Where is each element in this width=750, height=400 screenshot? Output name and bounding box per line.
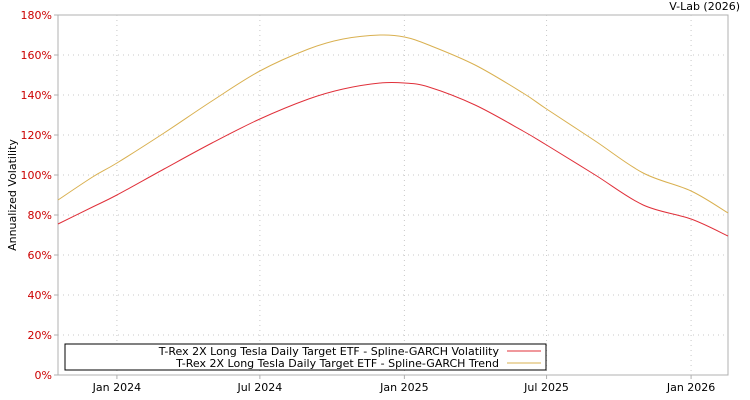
- y-tick-label: 20%: [28, 329, 52, 342]
- legend-label-trend: T-Rex 2X Long Tesla Daily Target ETF - S…: [175, 357, 499, 370]
- x-tick-label: Jul 2025: [523, 381, 569, 394]
- y-tick-label: 80%: [28, 209, 52, 222]
- grid-lines: [58, 15, 728, 375]
- trend-line: [57, 34, 729, 214]
- legend-box: [64, 343, 547, 371]
- series-lines: [57, 34, 729, 237]
- y-tick-label: 140%: [21, 89, 52, 102]
- credit-label: V-Lab (2026): [669, 0, 740, 13]
- x-axis-ticks: Jan 2024 Jul 2024 Jan 2025 Jul 2025 Jan 2026: [92, 375, 715, 394]
- x-tick-label: Jul 2024: [236, 381, 282, 394]
- y-tick-label: 160%: [21, 49, 52, 62]
- y-tick-label: 40%: [28, 289, 52, 302]
- plot-frame: [57, 14, 729, 376]
- x-tick-label: Jan 2025: [379, 381, 428, 394]
- y-tick-label: 0%: [35, 369, 52, 382]
- y-tick-label: 100%: [21, 169, 52, 182]
- x-tick-label: Jan 2026: [666, 381, 715, 394]
- y-axis-label: Annualized Volatility: [6, 139, 19, 251]
- volatility-line: [57, 81, 729, 237]
- legend-label-volatility: T-Rex 2X Long Tesla Daily Target ETF - S…: [158, 345, 500, 358]
- legend: T-Rex 2X Long Tesla Daily Target ETF - S…: [64, 343, 547, 371]
- y-tick-label: 120%: [21, 129, 52, 142]
- y-tick-label: 180%: [21, 9, 52, 22]
- y-tick-label: 60%: [28, 249, 52, 262]
- y-axis-ticks: 0% 20% 40% 60% 80% 100% 120% 140% 160% 180%: [21, 9, 58, 382]
- x-tick-label: Jan 2024: [92, 381, 141, 394]
